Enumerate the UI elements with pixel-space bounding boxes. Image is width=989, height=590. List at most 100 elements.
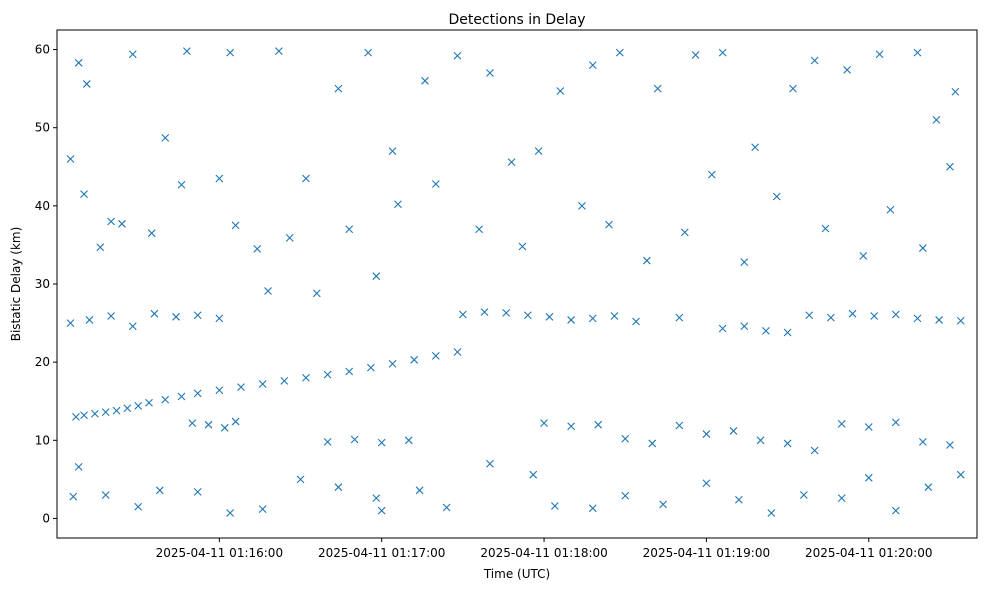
data-point-marker <box>956 316 965 325</box>
data-point-marker <box>421 76 429 85</box>
data-point-marker <box>588 61 597 70</box>
data-point-marker <box>145 398 153 407</box>
data-point-marker <box>864 473 873 482</box>
data-point-marker <box>810 56 819 65</box>
data-point-marker <box>415 486 424 495</box>
y-tick-label: 40 <box>35 199 50 213</box>
data-point-marker <box>258 380 267 388</box>
data-point-marker <box>486 69 494 77</box>
data-point-marker <box>891 310 900 319</box>
data-point-marker <box>848 309 857 318</box>
data-point-marker <box>323 437 332 446</box>
data-point-marker <box>475 225 484 234</box>
data-point-marker <box>740 258 749 267</box>
data-point-marker <box>123 404 132 413</box>
data-point-marker <box>632 317 640 326</box>
x-tick-label: 2025-04-11 01:18:00 <box>480 546 607 560</box>
data-point-marker <box>826 313 835 322</box>
data-point-marker <box>302 174 310 183</box>
data-point-marker <box>302 373 310 382</box>
data-point-marker <box>107 217 116 226</box>
data-point-marker <box>480 308 489 317</box>
data-point-marker <box>226 48 235 57</box>
data-point-marker <box>567 316 576 324</box>
data-point-marker <box>96 243 105 252</box>
x-tick-label: 2025-04-11 01:20:00 <box>805 546 932 560</box>
data-point-marker <box>388 147 397 156</box>
data-point-marker <box>264 287 272 295</box>
data-point-marker <box>350 435 359 444</box>
data-point-marker <box>237 383 245 392</box>
data-point-marker <box>734 495 743 504</box>
data-point-marker <box>648 439 657 448</box>
x-tick-label: 2025-04-11 01:16:00 <box>156 546 283 560</box>
data-point-marker <box>296 475 305 484</box>
data-point-marker <box>101 491 110 499</box>
data-point-marker <box>523 311 532 320</box>
data-point-marker <box>675 421 684 430</box>
data-point-marker <box>680 228 689 237</box>
data-point-marker <box>161 395 170 404</box>
data-point-marker <box>377 438 386 447</box>
data-point-marker <box>540 419 548 428</box>
data-point-marker <box>935 316 944 324</box>
data-point-marker <box>946 162 954 171</box>
data-point-marker <box>659 500 668 509</box>
x-tick-label: 2025-04-11 01:17:00 <box>318 546 445 560</box>
data-point-marker <box>837 494 846 503</box>
data-point-marker <box>653 84 662 93</box>
data-point-marker <box>918 437 927 446</box>
data-point-marker <box>453 348 462 356</box>
data-point-marker <box>615 48 624 57</box>
data-point-marker <box>182 47 191 55</box>
data-point-marker <box>594 420 603 429</box>
chart-title: Detections in Delay <box>448 12 585 28</box>
data-point-marker <box>799 491 808 499</box>
data-point-marker <box>550 502 559 510</box>
data-point-marker <box>507 158 516 166</box>
data-point-marker <box>74 462 83 471</box>
data-point-marker <box>155 486 164 495</box>
data-point-marker <box>675 313 684 322</box>
data-point-marker <box>956 470 965 479</box>
data-point-marker <box>231 221 240 230</box>
plot-area <box>56 29 978 539</box>
data-point-marker <box>253 244 262 253</box>
data-point-marker <box>918 244 927 252</box>
data-point-marker <box>875 50 884 59</box>
data-point-marker <box>107 312 116 320</box>
data-point-marker <box>188 419 197 428</box>
data-point-marker <box>134 402 143 410</box>
data-point-marker <box>128 322 137 331</box>
data-point-marker <box>751 143 760 152</box>
data-point-marker <box>789 84 797 93</box>
data-point-marker <box>718 324 727 333</box>
data-point-marker <box>605 220 613 229</box>
y-axis-label: Bistatic Delay (km) <box>9 227 23 342</box>
data-point-marker <box>431 180 440 188</box>
data-point-marker <box>610 312 619 320</box>
scatter-points <box>66 47 965 517</box>
data-point-marker <box>231 417 240 426</box>
data-point-marker <box>431 352 440 360</box>
y-tick-label: 60 <box>35 43 50 57</box>
data-point-marker <box>783 328 792 337</box>
data-point-marker <box>85 316 94 324</box>
data-point-marker <box>172 312 180 321</box>
data-point-marker <box>80 411 88 420</box>
data-point-marker <box>951 87 960 96</box>
data-point-marker <box>702 479 711 488</box>
data-point-marker <box>394 200 402 209</box>
data-point-marker <box>161 133 170 142</box>
data-point-marker <box>220 423 229 432</box>
y-axis-ticks: 0 10 20 30 40 50 60 <box>35 43 57 525</box>
data-point-marker <box>729 427 738 435</box>
data-point-marker <box>193 488 202 496</box>
data-point-marker <box>453 51 462 60</box>
data-point-marker <box>691 51 700 59</box>
data-point-marker <box>886 205 895 214</box>
x-axis-label: Time (UTC) <box>483 567 550 581</box>
data-point-marker <box>545 312 554 321</box>
data-point-marker <box>66 155 75 163</box>
data-point-marker <box>821 224 830 233</box>
